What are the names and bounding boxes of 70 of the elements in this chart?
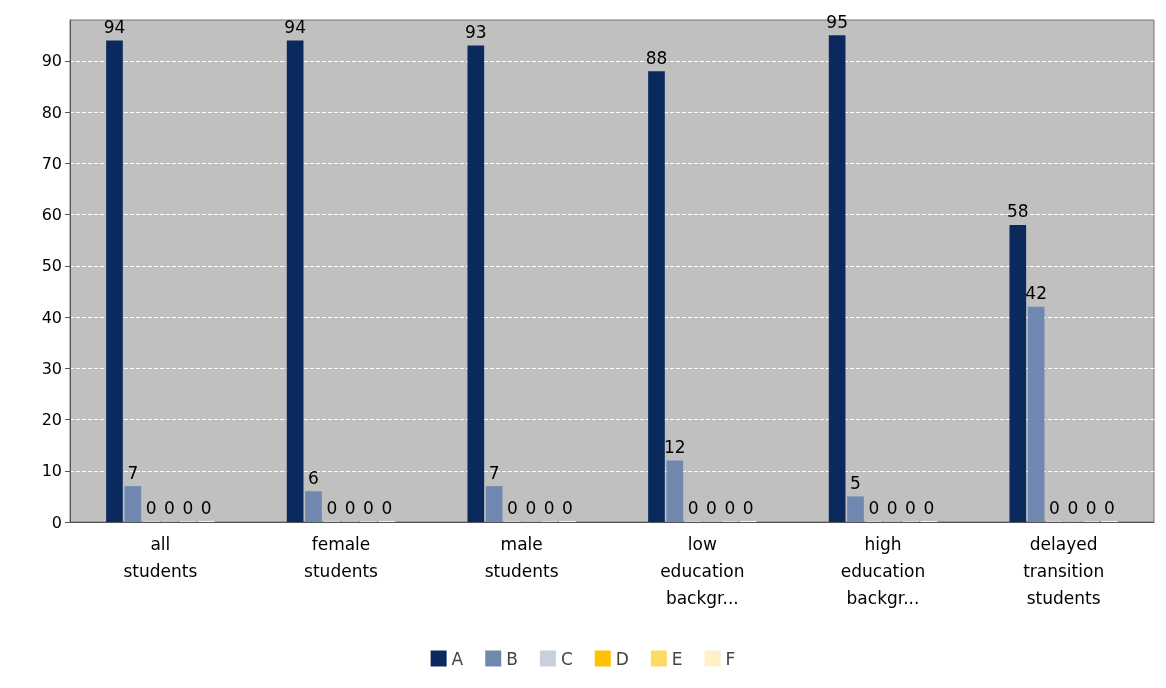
data-label: 0 xyxy=(687,497,699,518)
data-label: 0 xyxy=(886,497,898,518)
bar xyxy=(485,486,503,522)
bar xyxy=(666,460,684,522)
data-label: 0 xyxy=(344,497,356,518)
y-tick-label: 0 xyxy=(51,512,62,532)
data-label: 0 xyxy=(326,497,338,518)
x-tick-label: male students xyxy=(484,533,559,581)
x-tick-label: delayed transition students xyxy=(1023,533,1105,608)
x-tick-label: female students xyxy=(304,533,379,581)
y-tick-label: 40 xyxy=(41,307,62,327)
y-tick-label: 60 xyxy=(41,205,62,225)
bar xyxy=(828,35,846,522)
y-tick-label: 50 xyxy=(41,256,62,276)
y-tick-label: 10 xyxy=(41,461,62,481)
data-label: 0 xyxy=(905,497,916,518)
x-tick-label: all students xyxy=(123,533,198,581)
bar xyxy=(1009,224,1027,522)
legend-label: C xyxy=(560,648,573,669)
data-label: 58 xyxy=(1006,201,1029,222)
data-label: 94 xyxy=(284,16,306,37)
data-label: 0 xyxy=(363,497,374,518)
data-label: 0 xyxy=(724,497,736,518)
data-label: 42 xyxy=(1025,283,1047,304)
data-label: 0 xyxy=(562,497,573,518)
data-label: 0 xyxy=(525,497,537,518)
data-label: 0 xyxy=(923,497,935,518)
data-label: 0 xyxy=(742,497,754,518)
data-label: 94 xyxy=(103,16,126,37)
data-label: 0 xyxy=(145,497,157,518)
data-label: 93 xyxy=(464,22,487,43)
data-label: 6 xyxy=(308,467,319,488)
data-label: 12 xyxy=(664,437,686,458)
data-label: 0 xyxy=(182,497,194,518)
y-tick-label: 90 xyxy=(41,51,62,71)
bar xyxy=(305,491,322,522)
data-label: 7 xyxy=(488,462,500,483)
data-label: 0 xyxy=(868,497,880,518)
bar xyxy=(106,40,123,522)
legend-label: A xyxy=(451,648,464,669)
data-label: 0 xyxy=(1067,497,1079,518)
y-tick-label: 30 xyxy=(41,358,62,378)
data-label: 7 xyxy=(127,462,139,483)
data-label: 0 xyxy=(1085,497,1097,518)
data-label: 0 xyxy=(381,497,393,518)
data-label: 5 xyxy=(850,472,861,493)
x-tick-label: high education backgr... xyxy=(840,533,926,608)
x-tick-label: low education backgr... xyxy=(660,533,745,608)
data-label: 0 xyxy=(706,497,717,518)
y-tick-label: 20 xyxy=(41,410,62,430)
data-label: 0 xyxy=(164,497,175,518)
bar xyxy=(648,71,665,522)
bar xyxy=(124,486,142,522)
data-label: 95 xyxy=(826,11,848,32)
y-tick-label: 70 xyxy=(41,153,62,173)
data-label: 0 xyxy=(200,497,212,518)
data-label: 88 xyxy=(645,47,668,68)
bar xyxy=(467,45,485,522)
legend-label: B xyxy=(506,648,518,669)
data-label: 0 xyxy=(1049,497,1060,518)
legend-label: E xyxy=(671,648,683,669)
bar xyxy=(286,40,304,522)
data-label: 0 xyxy=(507,497,518,518)
data-label: 0 xyxy=(543,497,555,518)
legend-label: D xyxy=(615,648,629,669)
bar xyxy=(847,496,864,522)
legend-label: F xyxy=(725,648,736,669)
bar xyxy=(1027,306,1045,522)
data-label: 0 xyxy=(1104,497,1115,518)
y-tick-label: 80 xyxy=(41,102,62,122)
